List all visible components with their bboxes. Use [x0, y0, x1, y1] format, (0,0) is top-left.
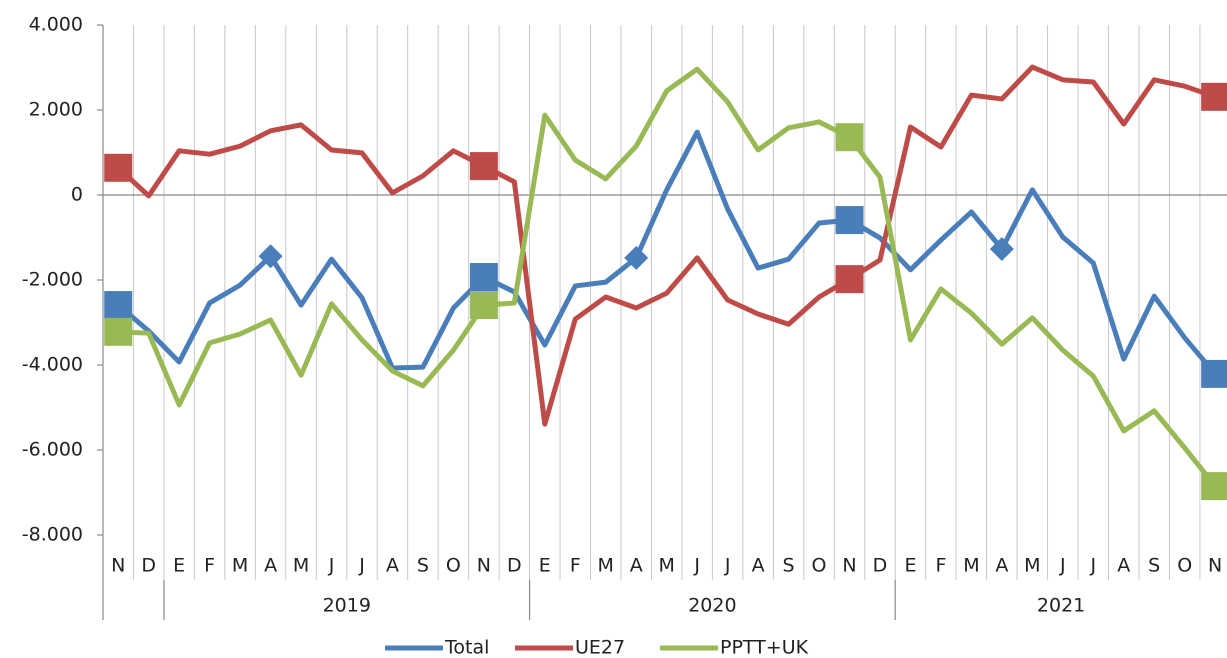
group-label: 2019 [323, 595, 371, 617]
legend-label: PPTT+UK [720, 637, 809, 658]
x-tick-label: S [417, 555, 429, 577]
x-tick-label: O [446, 555, 461, 577]
x-tick-label: A [1117, 555, 1130, 577]
x-tick-label: M [963, 555, 979, 577]
x-tick-label: M [293, 555, 309, 577]
x-tick-label: O [812, 555, 827, 577]
marker [989, 236, 1014, 261]
marker [624, 245, 649, 270]
x-tick-label: O [1177, 555, 1192, 577]
marker [104, 291, 133, 320]
x-tick-label: N [1208, 555, 1222, 577]
y-tick-label: -6.000 [22, 439, 83, 461]
x-tick-label: A [386, 555, 399, 577]
x-tick-label: F [204, 555, 215, 577]
legend-label: Total [444, 637, 489, 658]
x-tick-label: D [507, 555, 522, 577]
x-tick-label: D [141, 555, 156, 577]
marker [469, 263, 498, 292]
x-tick-label: D [873, 555, 888, 577]
marker [104, 317, 133, 346]
x-tick-label: S [783, 555, 795, 577]
series-line [116, 129, 1218, 376]
marker [1201, 472, 1227, 501]
x-tick-label: J [1059, 555, 1066, 577]
marker [104, 153, 133, 182]
marker [835, 123, 864, 152]
x-tick-label: J [1089, 555, 1096, 577]
y-tick-label: 4.000 [29, 14, 83, 36]
marker [1201, 359, 1227, 388]
x-tick-label: N [477, 555, 491, 577]
x-tick-label: N [842, 555, 856, 577]
x-tick-label: M [232, 555, 248, 577]
marker [835, 265, 864, 294]
x-tick-label: E [904, 555, 916, 577]
x-tick-label: M [1024, 555, 1040, 577]
marker [258, 244, 283, 269]
group-label: 2020 [688, 595, 736, 617]
x-tick-label: E [539, 555, 551, 577]
legend-label: UE27 [575, 637, 625, 658]
x-tick-label: J [724, 555, 731, 577]
x-tick-label: J [693, 555, 700, 577]
x-tick-label: A [630, 555, 643, 577]
x-tick-label: S [1148, 555, 1160, 577]
x-tick-label: E [173, 555, 185, 577]
marker [835, 206, 864, 235]
y-tick-label: -8.000 [22, 524, 83, 546]
y-tick-label: -4.000 [22, 354, 83, 376]
x-tick-label: A [264, 555, 277, 577]
x-tick-label: J [358, 555, 365, 577]
marker [469, 291, 498, 320]
y-tick-label: 2.000 [29, 99, 83, 121]
group-label: 2021 [1037, 595, 1085, 617]
x-tick-label: J [328, 555, 335, 577]
x-tick-label: F [570, 555, 581, 577]
x-tick-label: M [598, 555, 614, 577]
series-line [116, 64, 1216, 427]
x-tick-label: M [658, 555, 674, 577]
x-tick-label: F [935, 555, 946, 577]
y-tick-label: -2.000 [22, 269, 83, 291]
x-tick-label: A [752, 555, 765, 577]
marker [469, 152, 498, 181]
y-tick-label: 0 [71, 184, 83, 206]
series-line [118, 66, 1218, 488]
x-tick-label: N [111, 555, 125, 577]
x-tick-label: A [995, 555, 1008, 577]
marker [1201, 82, 1227, 111]
